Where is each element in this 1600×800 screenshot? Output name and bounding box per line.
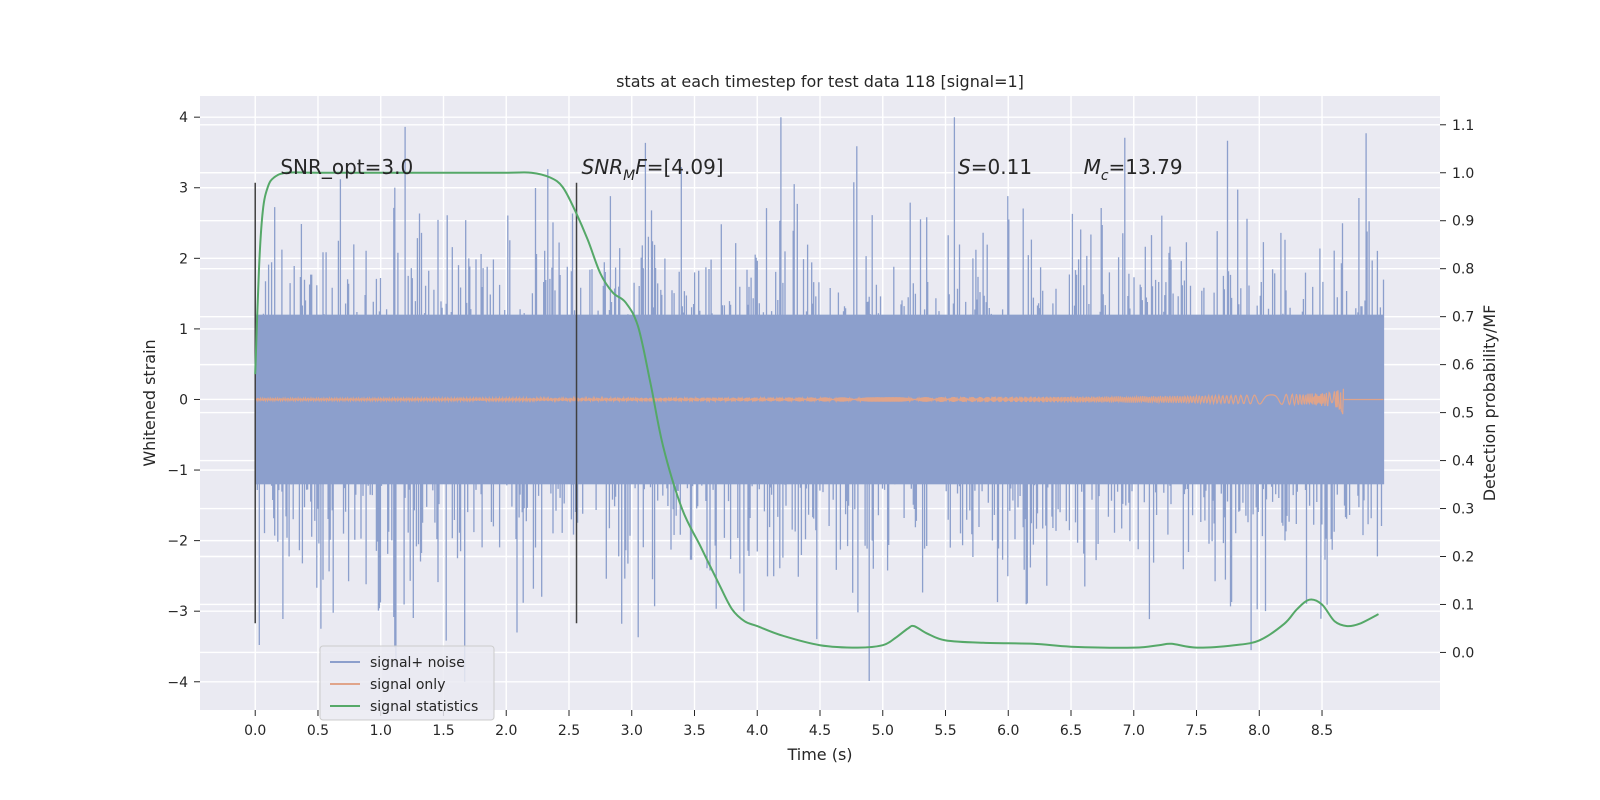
x-tick-label: 6.0 (997, 723, 1019, 739)
y-left-tick-label: 1 (179, 322, 188, 338)
y-left-tick-label: 2 (179, 251, 188, 267)
chirp-trace (254, 388, 1384, 415)
y-right-tick-label: 0.7 (1452, 310, 1474, 326)
x-tick-label: 1.0 (370, 723, 392, 739)
annotations: SNR_opt=3.0 SNRMF=[4.09] S=0.11 Mc=13.79 (280, 155, 1182, 184)
y-left-tick-label: −2 (167, 534, 188, 550)
signal-only-series (254, 388, 1384, 415)
legend-label-signal-noise: signal+ noise (370, 655, 465, 671)
y-right-tick-label: 1.1 (1452, 118, 1474, 134)
y-right-tick-label: 0.4 (1452, 454, 1474, 470)
legend-label-signal-statistics: signal statistics (370, 699, 478, 715)
statistics-curve (254, 171, 1379, 649)
annotation-label: S=0.11 (958, 155, 1032, 179)
y-right-tick-label: 0.1 (1452, 597, 1474, 613)
x-tick-label: 0.0 (244, 723, 266, 739)
y-right-tick-label: 0.6 (1452, 358, 1474, 374)
x-tick-label: 4.0 (746, 723, 768, 739)
x-tick-label: 7.5 (1185, 723, 1207, 739)
x-tick-label: 3.5 (683, 723, 705, 739)
y-right-tick-label: 0.0 (1452, 645, 1474, 661)
y-right-tick-label: 0.3 (1452, 502, 1474, 518)
annotation-label: Mc=13.79 (1084, 155, 1183, 184)
signal-statistics-series (254, 171, 1379, 649)
y-right-tick-label: 0.5 (1452, 406, 1474, 422)
x-tick-label: 4.5 (809, 723, 831, 739)
y-axis-left-label: Whitened strain (140, 339, 159, 466)
x-tick-label: 2.5 (558, 723, 580, 739)
legend: signal+ noise signal only signal statist… (319, 645, 495, 721)
y-right-tick-label: 1.0 (1452, 166, 1474, 182)
y-right-tick-label: 0.2 (1452, 550, 1474, 566)
x-tick-label: 6.5 (1060, 723, 1082, 739)
annotation-label: SNR_opt=3.0 (280, 155, 413, 179)
chart-title: stats at each timestep for test data 118… (616, 72, 1024, 91)
y-left-tick-label: 3 (179, 181, 188, 197)
x-tick-label: 5.5 (934, 723, 956, 739)
legend-label-signal-only: signal only (370, 677, 445, 693)
legend-box (319, 645, 495, 721)
y-left-tick-label: −3 (167, 604, 188, 620)
x-tick-label: 8.0 (1248, 723, 1270, 739)
x-tick-label: 7.0 (1123, 723, 1145, 739)
x-tick-label: 3.0 (621, 723, 643, 739)
axis-ticks: 0.0 0.5 1.0 1.5 2.0 2.5 3.0 3.5 4.0 4.5 5.0 5.5 6.0 6… (167, 110, 1474, 739)
x-tick-label: 1.5 (432, 723, 454, 739)
y-left-tick-label: −4 (167, 675, 188, 691)
x-tick-label: 5.0 (872, 723, 894, 739)
x-tick-label: 8.5 (1311, 723, 1333, 739)
y-axis-right-label: Detection probability/MF (1480, 305, 1499, 502)
y-right-tick-label: 0.8 (1452, 262, 1474, 278)
x-tick-label: 0.5 (307, 723, 329, 739)
annotation-label: SNRMF=[4.09] (582, 155, 724, 184)
x-axis-label: Time (s) (786, 745, 852, 764)
y-right-tick-label: 0.9 (1452, 214, 1474, 230)
y-left-tick-label: 4 (179, 110, 188, 126)
x-tick-label: 2.0 (495, 723, 517, 739)
y-left-tick-label: −1 (167, 463, 188, 479)
vertical-markers (254, 182, 578, 624)
y-left-tick-label: 0 (179, 392, 188, 408)
